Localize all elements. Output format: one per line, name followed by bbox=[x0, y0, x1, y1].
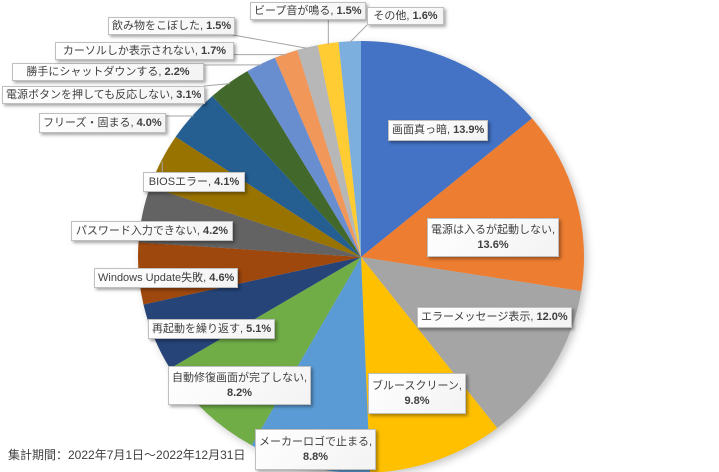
data-label-4: メーカーロゴで止まる, 8.8% bbox=[255, 429, 377, 470]
data-label-1: 電源は入るが起動しない, 13.6% bbox=[427, 218, 560, 257]
leader-line bbox=[232, 34, 308, 49]
pie-slice-13 bbox=[274, 49, 361, 258]
pie-slice-7 bbox=[138, 242, 361, 305]
pie-slice-10 bbox=[175, 95, 361, 257]
data-label-0: 画面真っ暗, 13.9% bbox=[388, 120, 489, 141]
data-label-9: BIOSエラー, 4.1% bbox=[143, 172, 245, 192]
pie-slice-12 bbox=[247, 57, 361, 257]
pie-slice-4 bbox=[251, 257, 371, 472]
data-label-12: 勝手にシャットダウンする, 2.2% bbox=[12, 63, 204, 81]
data-label-15: ビープ音が鳴る, 1.5% bbox=[250, 2, 366, 20]
data-label-14: 飲み物をこぼした, 1.5% bbox=[108, 17, 236, 35]
pie bbox=[138, 41, 584, 472]
pie-slice-2 bbox=[361, 257, 582, 428]
pie-slice-3 bbox=[361, 257, 498, 472]
data-label-8: パスワード入力できない, 4.2% bbox=[71, 221, 233, 241]
pie-slice-14 bbox=[297, 45, 361, 258]
caption: 集計期間：2022年7月1日～2022年12月31日 bbox=[8, 448, 246, 462]
data-label-3: ブルースクリーン, 9.8% bbox=[368, 373, 466, 414]
data-label-10: フリーズ・固まる, 4.0% bbox=[39, 113, 166, 133]
data-label-7: Windows Update失敗, 4.6% bbox=[94, 268, 239, 288]
data-label-5: 自動修復画面が完了しない, 8.2% bbox=[168, 366, 312, 405]
data-label-13: カーソルしか表示されない, 1.7% bbox=[55, 42, 234, 60]
pie-slice-9 bbox=[150, 136, 361, 257]
leader-line bbox=[203, 83, 230, 87]
pie-slice-6 bbox=[143, 257, 361, 369]
data-label-11: 電源ボタンを押しても反応しない, 3.1% bbox=[2, 86, 206, 104]
data-label-6: 再起動を繰り返す, 5.1% bbox=[148, 319, 276, 339]
pie-slice-16 bbox=[338, 41, 361, 257]
pie-slice-15 bbox=[317, 42, 361, 258]
leader-line bbox=[349, 24, 368, 43]
data-label-2: エラーメッセージ表示, 12.0% bbox=[417, 307, 572, 328]
data-label-16: その他, 1.6% bbox=[367, 7, 444, 25]
pie-slice-11 bbox=[212, 71, 361, 257]
pie-slice-0 bbox=[361, 41, 533, 257]
